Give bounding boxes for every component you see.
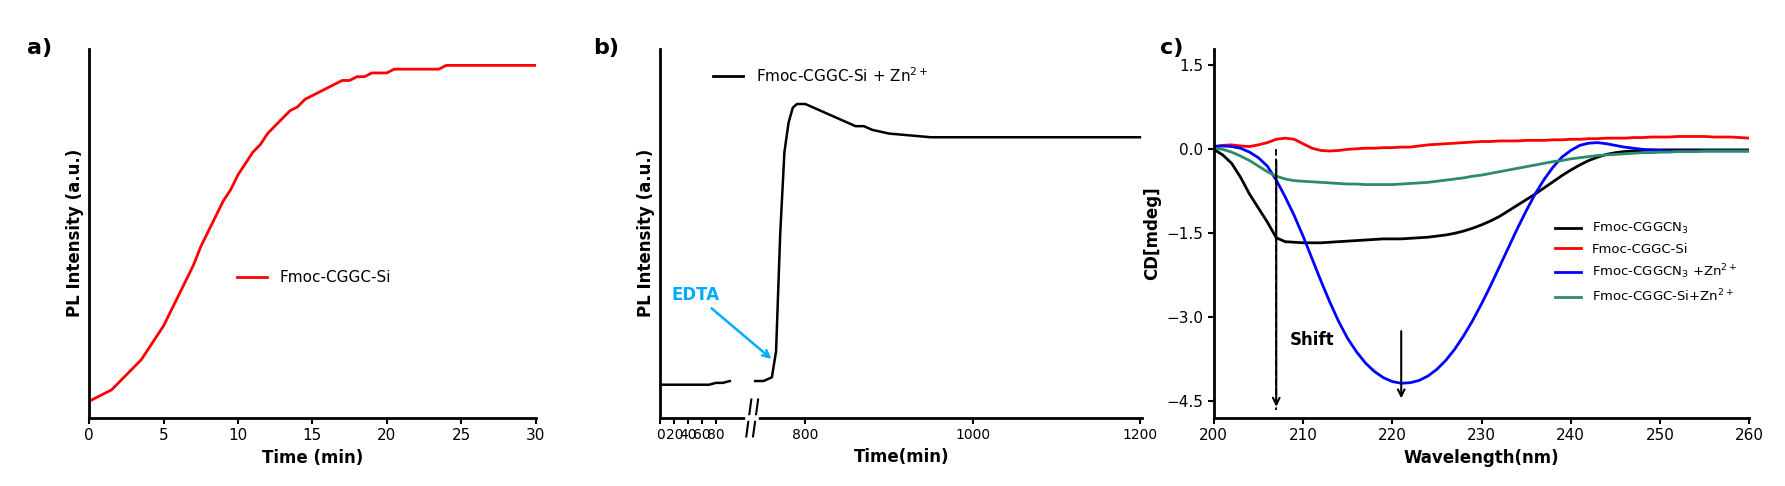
X-axis label: Wavelength(nm): Wavelength(nm) <box>1403 449 1560 467</box>
X-axis label: Time (min): Time (min) <box>262 449 362 467</box>
Legend: Fmoc-CGGC-Si + Zn$^{2+}$: Fmoc-CGGC-Si + Zn$^{2+}$ <box>707 60 934 91</box>
Text: EDTA: EDTA <box>671 286 769 357</box>
Text: Shift: Shift <box>1291 331 1335 349</box>
Legend: Fmoc-CGGCN$_3$, Fmoc-CGGC-Si, Fmoc-CGGCN$_3$ +Zn$^{2+}$, Fmoc-CGGC-Si+Zn$^{2+}$: Fmoc-CGGCN$_3$, Fmoc-CGGC-Si, Fmoc-CGGCN… <box>1549 216 1742 310</box>
Y-axis label: PL Intensity (a.u.): PL Intensity (a.u.) <box>66 149 84 317</box>
Legend: Fmoc-CGGC-Si: Fmoc-CGGC-Si <box>230 264 398 291</box>
Y-axis label: PL Intensity (a.u.): PL Intensity (a.u.) <box>637 149 655 317</box>
Text: c): c) <box>1160 37 1183 57</box>
Text: b): b) <box>593 37 619 57</box>
X-axis label: Time(min): Time(min) <box>853 448 950 466</box>
Y-axis label: CD[mdeg]: CD[mdeg] <box>1142 187 1160 280</box>
Text: a): a) <box>27 37 52 57</box>
